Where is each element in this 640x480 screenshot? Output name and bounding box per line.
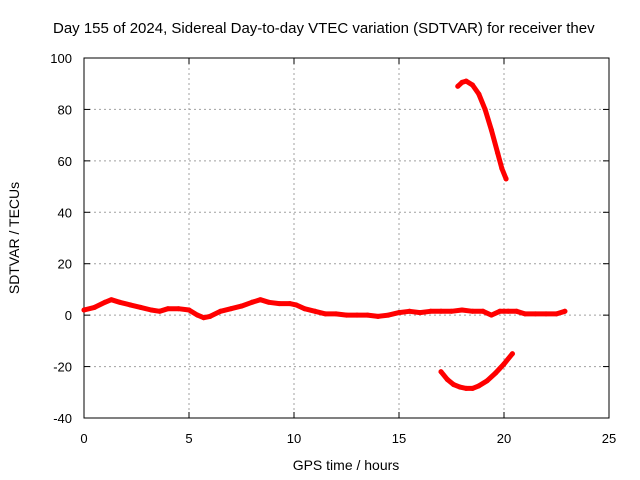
data-point — [493, 370, 499, 376]
y-tick-label: 100 — [50, 51, 72, 66]
data-point — [428, 308, 433, 314]
y-tick-label: 40 — [58, 205, 72, 220]
data-point — [499, 166, 505, 172]
data-point — [138, 304, 144, 310]
y-tick-label: 80 — [58, 102, 72, 117]
y-tick-label: 0 — [65, 308, 72, 323]
data-point — [228, 306, 234, 312]
data-point — [417, 310, 423, 316]
data-point — [333, 311, 339, 317]
data-point — [407, 308, 412, 314]
y-tick-label: -20 — [53, 360, 72, 375]
data-point — [503, 176, 509, 182]
data-point — [218, 308, 223, 314]
data-point — [176, 306, 181, 312]
data-point — [323, 311, 328, 317]
data-point — [396, 310, 402, 316]
data-point — [312, 308, 318, 314]
data-point — [438, 308, 444, 314]
data-point — [148, 307, 154, 313]
data-point — [287, 301, 293, 307]
data-point — [102, 299, 108, 305]
data-point — [514, 308, 520, 314]
data-point — [157, 308, 163, 314]
data-point — [497, 308, 503, 314]
x-axis-label: GPS time / hours — [293, 457, 400, 473]
data-point — [482, 106, 488, 112]
data-point — [459, 79, 465, 85]
plot-frame — [83, 57, 610, 419]
data-point — [438, 369, 444, 375]
data-point — [365, 312, 370, 318]
grid-lines — [84, 58, 609, 418]
data-point — [444, 376, 450, 382]
data-point — [484, 378, 490, 384]
data-point — [509, 351, 515, 357]
data-point — [476, 383, 482, 389]
data-point — [239, 303, 244, 309]
data-point — [459, 307, 465, 313]
y-tick-label: 60 — [58, 154, 72, 169]
data-point — [249, 299, 255, 305]
data-point — [476, 91, 482, 97]
series-line-upper-arc — [455, 78, 509, 182]
data-point — [266, 299, 272, 305]
data-point — [455, 83, 461, 89]
data-point — [480, 308, 486, 314]
data-point — [470, 308, 475, 314]
axis-ticks: 0 5 10 15 20 25 -40 -20 0 20 40 60 80 100 — [50, 51, 616, 446]
data-point — [470, 82, 475, 88]
data-point — [554, 311, 559, 317]
data-point — [117, 299, 123, 305]
data-point — [293, 302, 299, 308]
data-point — [463, 78, 469, 84]
data-point — [463, 385, 469, 391]
data-point — [488, 312, 494, 318]
data-point — [186, 307, 192, 313]
data-point — [449, 308, 454, 314]
y-axis-label: SDTVAR / TECUs — [6, 182, 22, 294]
x-tick-label: 5 — [185, 431, 192, 446]
data-point — [165, 306, 171, 312]
data-point — [201, 315, 207, 321]
y-tick-label: -40 — [53, 411, 72, 426]
data-point — [495, 150, 501, 156]
data-point — [108, 297, 114, 303]
data-point — [127, 302, 133, 308]
data-point — [81, 307, 87, 313]
data-point — [522, 311, 528, 317]
data-point — [386, 312, 391, 318]
data-point — [470, 385, 475, 391]
data-point — [194, 312, 200, 318]
x-tick-label: 10 — [287, 431, 301, 446]
data-point — [375, 313, 381, 319]
data-point — [562, 308, 568, 314]
x-tick-label: 15 — [392, 431, 406, 446]
chart-title: Day 155 of 2024, Sidereal Day-to-day VTE… — [53, 20, 595, 37]
data-point — [501, 361, 507, 367]
data-point — [354, 312, 360, 318]
x-tick-label: 20 — [497, 431, 511, 446]
data-point — [207, 313, 213, 319]
data-point — [344, 312, 349, 318]
data-point — [457, 384, 463, 390]
data-point — [257, 297, 263, 303]
data-point — [543, 311, 549, 317]
data-point — [276, 301, 282, 307]
y-tick-label: 20 — [58, 257, 72, 272]
data-point — [505, 308, 511, 314]
data-point — [92, 304, 97, 310]
data-point — [533, 311, 538, 317]
data-point — [488, 127, 494, 133]
data-point — [302, 306, 307, 312]
x-tick-label: 0 — [80, 431, 87, 446]
data-point — [451, 382, 457, 388]
x-tick-label: 25 — [602, 431, 616, 446]
data-series — [81, 78, 568, 391]
